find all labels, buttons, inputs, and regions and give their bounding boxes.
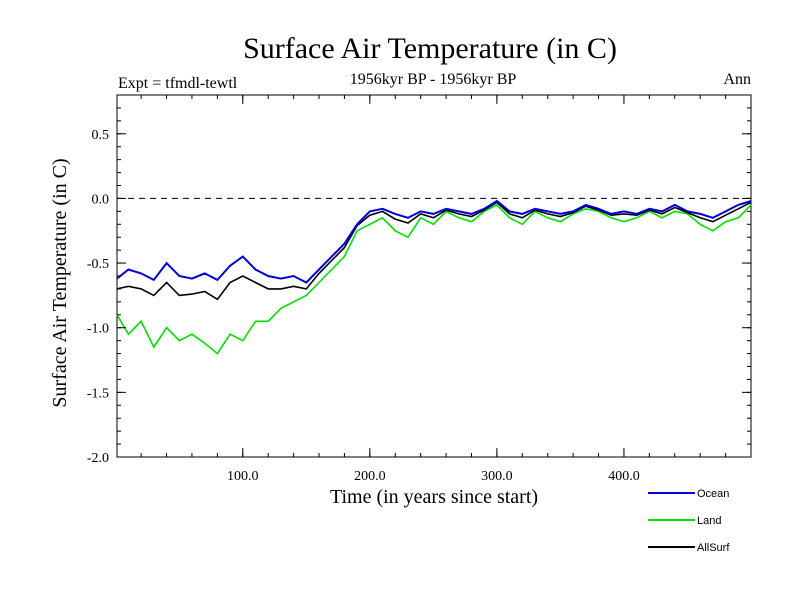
y-tick-label: -2.0 [87,451,109,466]
y-tick-label: 0.0 [92,192,110,207]
legend-label-allsurf: AllSurf [697,542,730,554]
series-line-ocean [116,199,752,284]
series-line-land [116,203,752,355]
series-layer [116,199,752,355]
plot-area: -2.0 -1.5 -1.0 -0.5 0.0 0.5 100.0 200.0 300.0 400… [87,94,752,484]
x-tick-label: 200.0 [354,469,386,484]
legend: Ocean Land AllSurf [648,488,730,554]
x-tick-label: 400.0 [608,469,640,484]
ticks-layer: -2.0 -1.5 -1.0 -0.5 0.0 0.5 100.0 200.0 300.0 400… [87,94,751,484]
legend-label-land: Land [697,515,721,527]
plot-frame [116,94,752,458]
chart-title: Surface Air Temperature (in C) [243,32,617,65]
x-axis-label: Time (in years since start) [330,486,538,508]
experiment-label: Expt = tfmdl-tewtl [118,75,238,92]
y-tick-label: -0.5 [87,257,109,272]
y-axis-label: Surface Air Temperature (in C) [49,158,71,407]
y-tick-label: -1.0 [87,322,109,337]
season-label: Ann [723,71,751,88]
x-tick-label: 100.0 [227,469,259,484]
y-tick-label: 0.5 [92,128,110,143]
chart-subtitle: 1956kyr BP - 1956kyr BP [350,71,517,88]
legend-label-ocean: Ocean [697,488,729,500]
series-line-allsurf [116,201,752,301]
x-tick-label: 300.0 [481,469,513,484]
y-tick-label: -1.5 [87,386,109,401]
